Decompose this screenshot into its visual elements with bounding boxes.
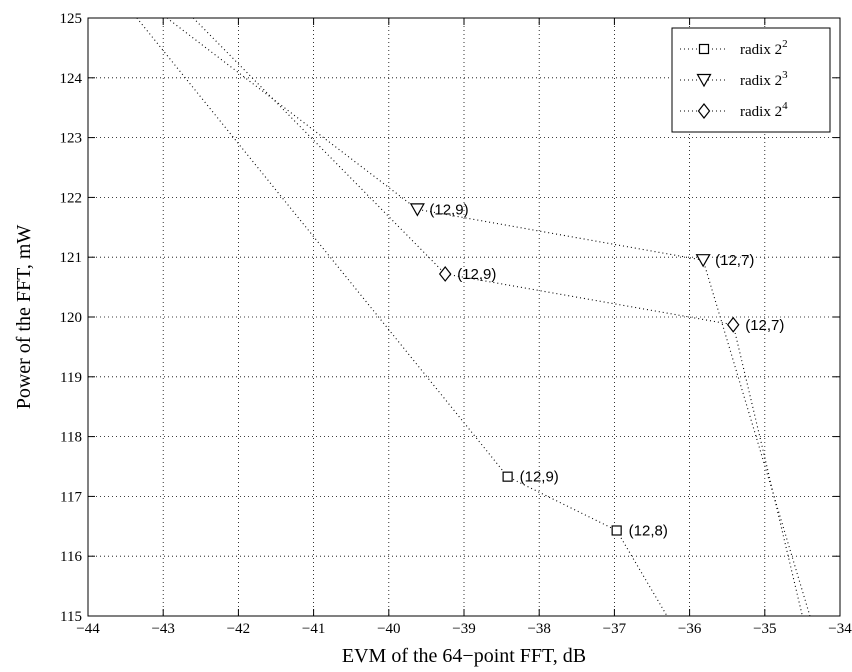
y-tick-label: 123 <box>60 131 83 147</box>
legend-box <box>671 27 831 133</box>
y-axis-title: Power of the FFT, mW <box>13 225 35 410</box>
x-tick-label: −34 <box>828 621 852 637</box>
x-tick-label: −38 <box>527 621 550 637</box>
point-annotation: (12,7) <box>715 252 754 269</box>
y-tick-label: 118 <box>60 430 82 446</box>
y-tick-label: 124 <box>60 71 83 87</box>
y-tick-label: 120 <box>60 310 83 326</box>
legend-label-exponent: 2 <box>782 38 788 50</box>
square-marker <box>611 525 622 536</box>
y-tick-label: 125 <box>60 11 83 27</box>
marker-layer <box>409 203 740 536</box>
series-line-square <box>136 17 668 617</box>
legend-label-base: radix 2 <box>740 73 782 89</box>
diamond-marker <box>697 103 711 119</box>
x-tick-label: −37 <box>603 621 627 637</box>
x-tick-label: −40 <box>377 621 400 637</box>
y-tick-label: 121 <box>60 250 83 266</box>
triangle-down-marker <box>696 73 712 88</box>
x-tick-label: −41 <box>302 621 325 637</box>
y-tick-label: 122 <box>60 190 83 206</box>
y-tick-label: 119 <box>60 370 82 386</box>
x-tick-label: −39 <box>452 621 475 637</box>
diamond-marker <box>726 316 740 333</box>
legend-label-base: radix 2 <box>740 42 782 58</box>
legend-label: radix 23 <box>740 69 788 89</box>
triangle-down-marker <box>409 203 425 217</box>
tick-layer: −44 −43 −42 −41 −40 −39 −38 −37 −36 −35 −34 115 116 1… <box>60 11 852 637</box>
legend-label: radix 22 <box>740 38 788 58</box>
legend-label-base: radix 2 <box>740 104 782 120</box>
x-tick-label: −43 <box>151 621 174 637</box>
grid-layer <box>88 18 840 616</box>
y-tick-label: 117 <box>60 489 82 505</box>
legend-label-exponent: 3 <box>782 69 788 81</box>
triangle-down-marker <box>695 254 711 268</box>
x-tick-label: −42 <box>227 621 250 637</box>
x-tick-label: −36 <box>678 621 702 637</box>
square-marker <box>502 471 513 482</box>
diamond-marker <box>438 265 452 282</box>
annotation-layer: (12,9) (12,8) (12,9) (12,7) (12,9) (12,7) <box>429 201 784 539</box>
point-annotation: (12,9) <box>457 266 496 283</box>
legend-label: radix 24 <box>740 100 788 120</box>
x-axis-title: EVM of the 64−point FFT, dB <box>342 645 586 667</box>
x-tick-label: −44 <box>76 621 100 637</box>
point-annotation: (12,7) <box>745 317 784 334</box>
point-annotation: (12,8) <box>629 522 668 539</box>
square-marker <box>698 43 710 55</box>
series-line-triangle-down <box>166 17 811 617</box>
y-tick-label: 115 <box>60 609 82 625</box>
legend-label-exponent: 4 <box>782 100 788 112</box>
point-annotation: (12,9) <box>520 469 559 486</box>
point-annotation: (12,9) <box>429 201 468 218</box>
series-layer <box>136 17 811 617</box>
x-tick-label: −35 <box>753 621 776 637</box>
y-tick-label: 116 <box>60 549 82 565</box>
